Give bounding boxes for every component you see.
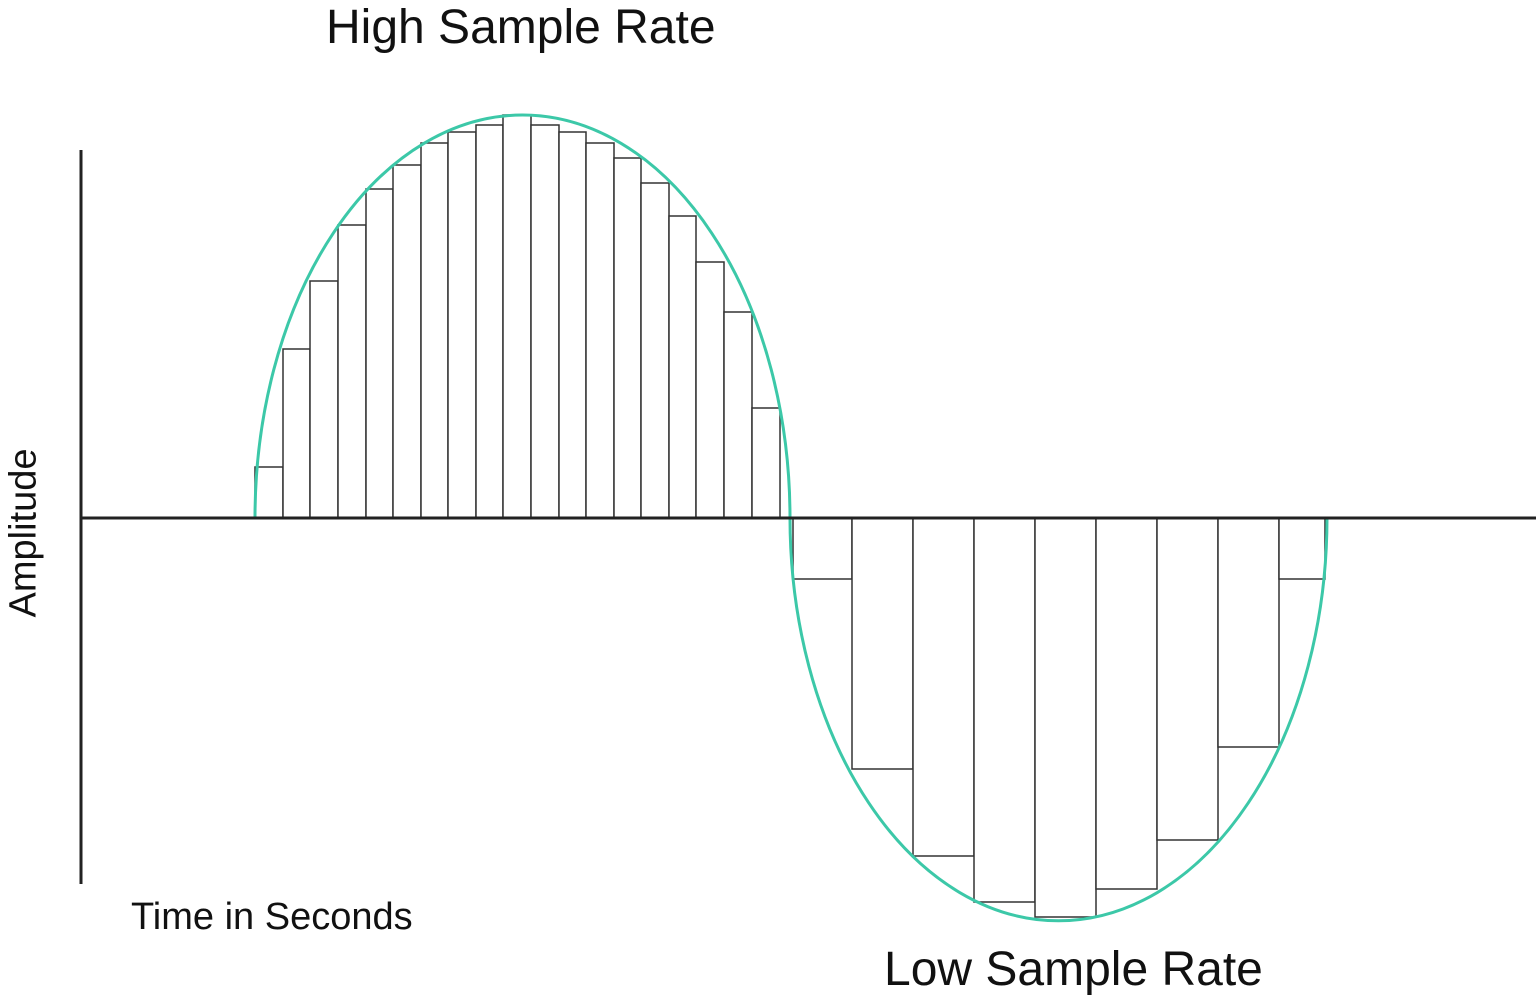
sample-bar [530,124,560,519]
sample-bar [337,224,367,519]
sample-bar [613,157,642,519]
sample-bar [668,215,697,519]
sample-bar [723,311,753,519]
high-sample-rate-bars [254,114,781,519]
sample-bar [1095,517,1158,890]
sample-bar [282,348,311,519]
sample-bar [558,131,587,519]
sample-bar [1034,517,1097,918]
sample-bar [912,517,975,857]
low-sample-rate-bars [792,517,1326,918]
sample-bar [309,280,339,519]
sample-bar [1217,517,1280,748]
sample-bar [392,164,422,519]
sample-bar [640,182,670,519]
sample-bar [502,114,532,519]
high-sample-rate-label: High Sample Rate [326,1,716,54]
sample-bar [973,517,1036,903]
sample-bar [475,124,504,519]
low-sample-rate-label: Low Sample Rate [884,943,1263,996]
sample-bar [751,407,781,519]
sample-bar [447,131,477,519]
y-axis-label: Amplitude [2,448,45,618]
sample-bar [851,517,914,770]
sample-bar [792,517,853,580]
sample-bar [1278,517,1326,580]
sample-bar [1156,517,1219,841]
sample-bar [365,188,394,519]
sample-bar [254,466,284,519]
sample-bar [420,142,449,519]
sample-bar [585,142,615,519]
sample-bar [695,261,725,519]
x-axis-label: Time in Seconds [131,896,413,938]
